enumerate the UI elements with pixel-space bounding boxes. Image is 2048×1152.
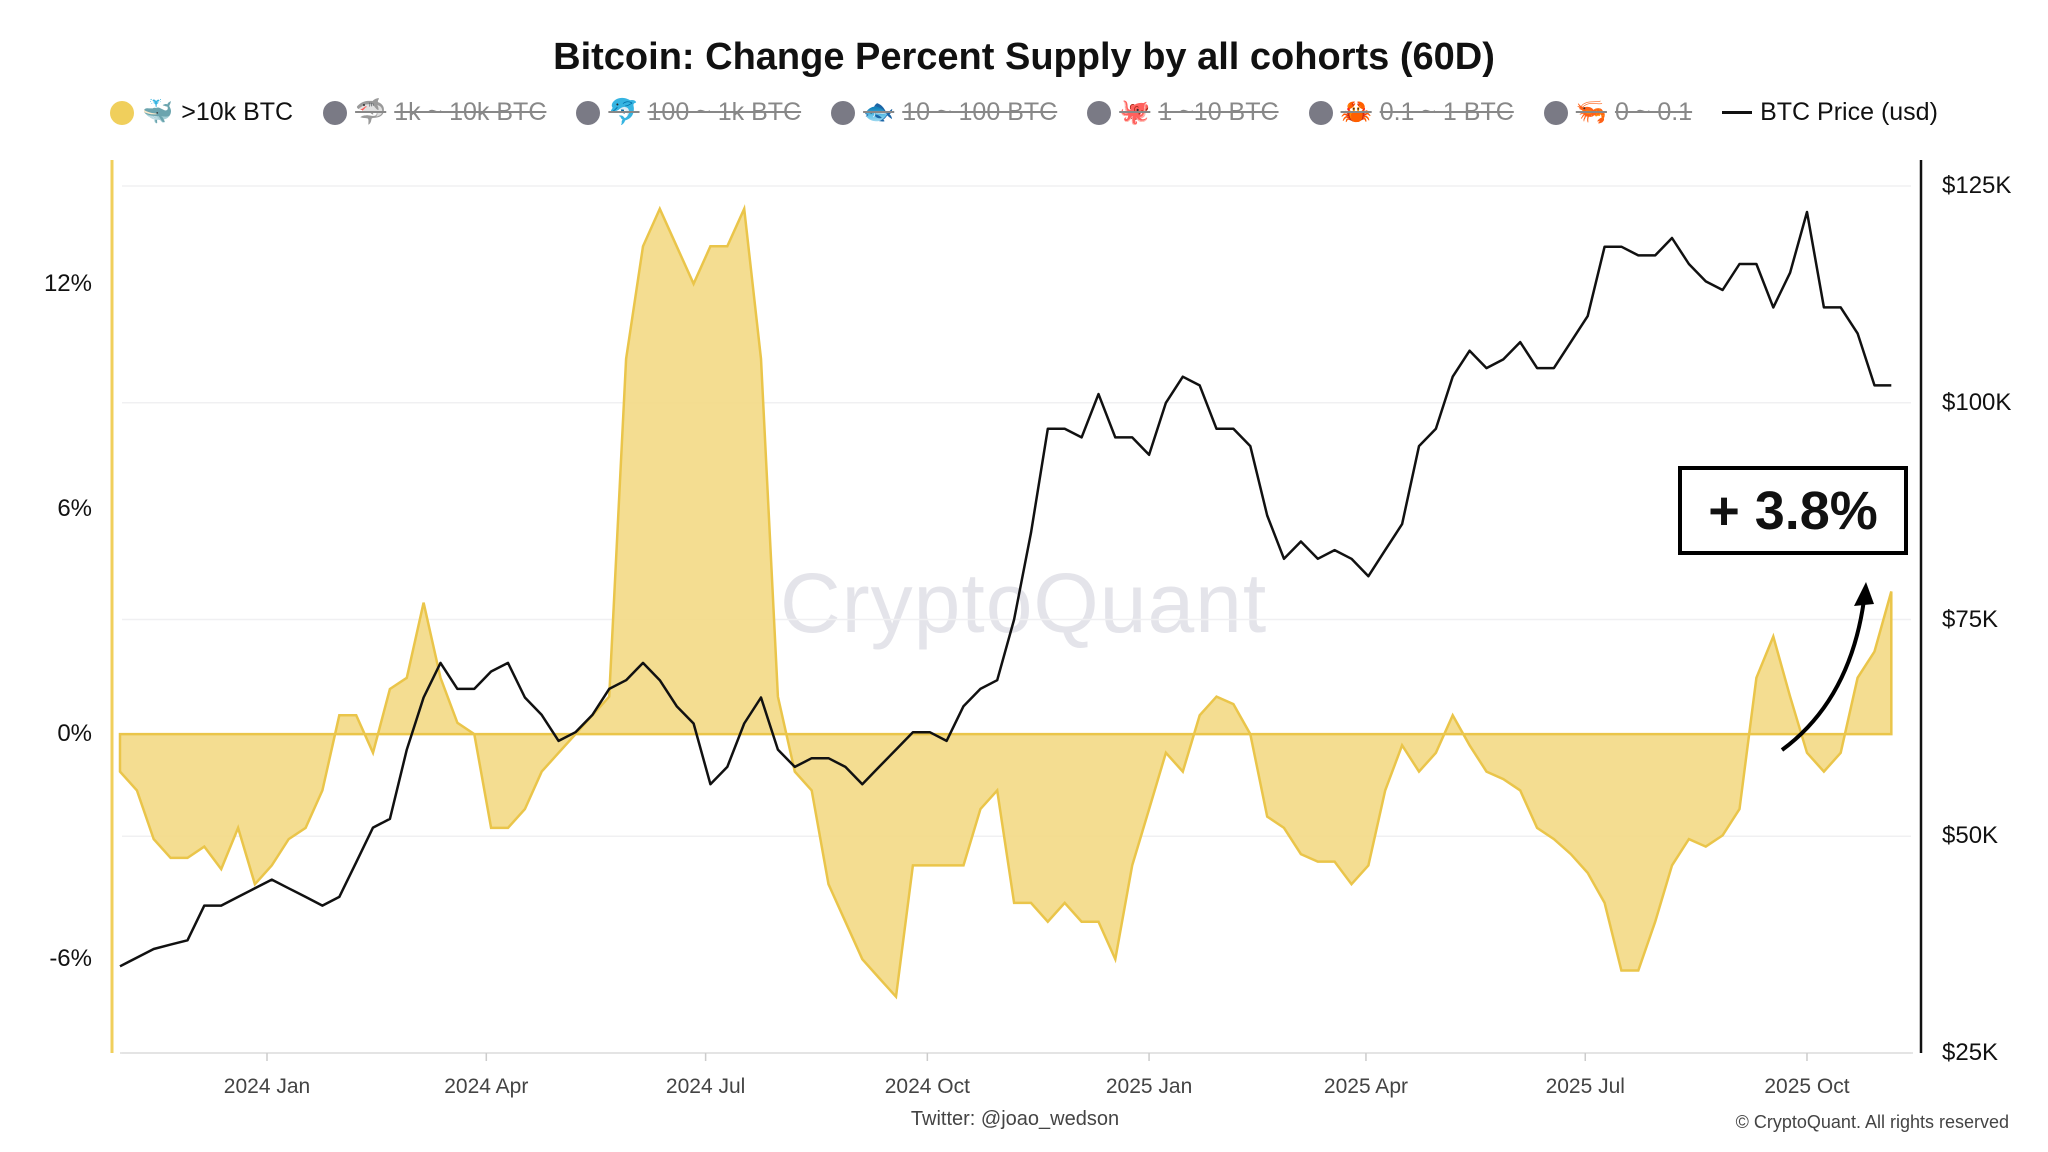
y-right-tick-label: $50K [1942, 822, 1999, 850]
legend-label: 0.1 ~ 1 BTC [1379, 98, 1514, 126]
series-area-10k-btc [118, 204, 1893, 1000]
legend-dot-icon [1087, 100, 1112, 125]
x-tick-label: 2025 Apr [1323, 1075, 1408, 1098]
y-right-tick-label: $25K [1942, 1039, 1999, 1066]
legend-dot-icon [1543, 100, 1568, 125]
legend-item-1-10[interactable]: 🐙 1 ~10 BTC [1087, 98, 1279, 127]
annotation-arrow [1780, 599, 1866, 752]
chart-title: Bitcoin: Change Percent Supply by all co… [553, 36, 1495, 78]
legend-item-1k-10k[interactable]: 🦈 1k ~ 10k BTC [323, 98, 546, 127]
y-right-tick-label: $75K [1942, 605, 1999, 633]
source-credit: Twitter: @joao_wedson [910, 1108, 1120, 1130]
x-tick-label: 2024 Oct [884, 1075, 970, 1098]
legend-item-10-100[interactable]: 🐟 10 ~ 100 BTC [831, 98, 1057, 127]
legend-label: BTC Price (usd) [1760, 98, 1938, 126]
legend-dot-icon [110, 100, 135, 125]
x-tick-label: 2024 Jul [665, 1075, 746, 1098]
y-left-tick-label: -6% [49, 945, 92, 973]
legend-dot-icon [831, 100, 856, 125]
whale-icon: 🐳 [142, 98, 174, 126]
arrow-head-icon [1854, 582, 1874, 606]
crab-icon: 🦀 [1340, 98, 1372, 126]
y-left-tick-label: 6% [57, 494, 92, 522]
y-right-tick-label: $100K [1942, 388, 2012, 416]
legend-item-100-1k[interactable]: 🐬 100 ~ 1k BTC [576, 98, 801, 127]
legend-item-0-0.1[interactable]: 🦐 0 ~ 0.1 [1543, 98, 1693, 127]
y-left-tick-label: 12% [43, 269, 92, 297]
series-line-btc-price [119, 210, 1892, 968]
legend-dot-icon [323, 100, 348, 125]
legend: 🐳 >10k BTC 🦈 1k ~ 10k BTC 🐬 100 ~ 1k BTC 🐟 1… [0, 98, 2048, 127]
x-tick-label: 2025 Oct [1764, 1075, 1850, 1098]
annotation-box: + 3.8% [1678, 466, 1908, 555]
y-left-tick-label: 0% [57, 720, 92, 748]
x-tick-label: 2025 Jan [1105, 1075, 1193, 1098]
legend-label: 10 ~ 100 BTC [902, 98, 1058, 126]
copyright: © CryptoQuant. All rights reserved [1735, 1112, 2009, 1132]
x-tick-label: 2025 Jul [1545, 1075, 1625, 1098]
legend-label: 1 ~10 BTC [1158, 98, 1279, 126]
dolphin-icon: 🐬 [608, 98, 640, 126]
line-icon [1722, 111, 1753, 114]
x-tick-label: 2024 Apr [444, 1075, 529, 1098]
x-tick-label: 2024 Jan [223, 1075, 311, 1098]
legend-item-price[interactable]: BTC Price (usd) [1722, 98, 1938, 127]
legend-label: 0 ~ 0.1 [1614, 98, 1693, 126]
legend-label: 100 ~ 1k BTC [647, 98, 802, 126]
legend-label: 1k ~ 10k BTC [394, 98, 547, 126]
shrimp-icon: 🦐 [1575, 98, 1607, 126]
legend-item-10k[interactable]: 🐳 >10k BTC [110, 98, 293, 127]
shark-icon: 🦈 [355, 98, 387, 126]
fish-icon: 🐟 [863, 98, 895, 126]
legend-item-0.1-1[interactable]: 🦀 0.1 ~ 1 BTC [1308, 98, 1514, 127]
legend-dot-icon [1308, 100, 1333, 125]
legend-label: >10k BTC [181, 98, 294, 126]
octopus-icon: 🐙 [1119, 98, 1151, 126]
legend-dot-icon [576, 100, 601, 125]
y-right-tick-label: $125K [1942, 172, 2012, 199]
